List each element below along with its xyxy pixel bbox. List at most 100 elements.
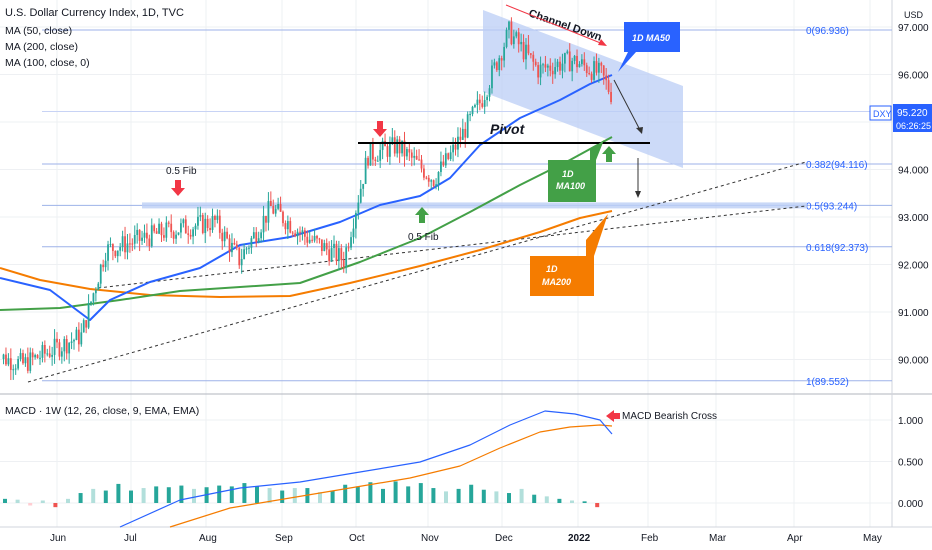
- candle-up: [466, 114, 469, 138]
- candle-up: [296, 231, 299, 237]
- candle-down: [170, 223, 173, 233]
- candle-down: [544, 64, 547, 68]
- candle-up: [520, 41, 523, 45]
- candle-up: [561, 63, 564, 71]
- candle-down: [235, 244, 238, 248]
- candle-up: [389, 142, 391, 157]
- ma100-callout-text-1: 1D: [562, 169, 574, 179]
- last-price-text: 95.220: [897, 108, 928, 119]
- candle-down: [605, 75, 608, 81]
- indicator-ma200-label[interactable]: MA (200, close): [5, 41, 78, 53]
- ma100-callout: [548, 140, 604, 202]
- candle-down: [155, 231, 158, 234]
- candle-down: [320, 239, 323, 252]
- candle-down: [9, 358, 12, 370]
- macd-line[interactable]: [119, 410, 613, 528]
- candle-up: [82, 320, 85, 333]
- candle-up: [99, 264, 102, 284]
- candle-down: [527, 44, 530, 54]
- time-axis-tick: Dec: [495, 533, 513, 544]
- candle-up: [250, 238, 253, 248]
- candle-up: [180, 223, 182, 233]
- candle-up: [68, 342, 71, 354]
- ma50-line[interactable]: [0, 74, 613, 321]
- macd-indicator-label[interactable]: MACD · 1W (12, 26, close, 9, EMA, EMA): [5, 405, 200, 417]
- candle-up: [452, 144, 454, 153]
- macd-hist-bar: [229, 486, 234, 503]
- candle-down: [77, 329, 80, 345]
- candle-up: [525, 44, 527, 60]
- candle-up: [512, 36, 515, 45]
- price-axis-tick: 97.000: [898, 23, 929, 34]
- macd-axis-tick: 1.000: [898, 416, 923, 427]
- candle-down: [576, 55, 578, 68]
- candle-down: [284, 223, 287, 230]
- macd-hist-bar: [192, 488, 196, 503]
- candle-up: [593, 61, 595, 80]
- candle-down: [447, 153, 450, 160]
- candle-down: [221, 232, 224, 242]
- ma100-line[interactable]: [0, 136, 613, 311]
- candle-down: [602, 65, 605, 76]
- candle-down: [427, 177, 430, 182]
- candle-down: [167, 222, 170, 224]
- macd-hist-bar: [53, 503, 58, 508]
- candle-up: [476, 99, 479, 105]
- red-down-arrow-oct: [373, 121, 387, 137]
- time-axis-tick: Mar: [709, 533, 727, 544]
- candle-down: [22, 353, 24, 364]
- ma200-line[interactable]: [0, 210, 613, 298]
- candle-down: [269, 200, 272, 207]
- candle-up: [286, 221, 289, 230]
- candle-up: [257, 238, 260, 243]
- red-down-arrow-aug: [171, 180, 185, 196]
- candle-down: [415, 155, 418, 160]
- indicator-ma50-label[interactable]: MA (50, close): [5, 25, 73, 37]
- macd-signal-line[interactable]: [169, 424, 613, 528]
- price-axis-tick: 96.000: [898, 71, 929, 82]
- candle-down: [184, 219, 187, 234]
- candle-down: [272, 206, 275, 214]
- candle-up: [211, 216, 214, 230]
- candle-up: [449, 152, 452, 160]
- candle-up: [488, 88, 491, 97]
- candle-down: [31, 352, 34, 358]
- candle-up: [542, 64, 544, 66]
- candle-down: [408, 149, 411, 153]
- trendline-upper[interactable]: [97, 205, 807, 289]
- macd-hist-bar: [179, 485, 184, 503]
- macd-hist-bar: [40, 500, 45, 503]
- candle-up: [223, 231, 226, 242]
- candle-up: [252, 232, 255, 239]
- candle-up: [556, 61, 559, 68]
- macd-hist-bar: [431, 488, 436, 503]
- candle-up: [337, 248, 340, 262]
- trendline-lower[interactable]: [27, 161, 807, 383]
- macd-hist-bar: [154, 486, 159, 503]
- candle-down: [124, 236, 126, 253]
- macd-cross-arrow: [606, 410, 620, 422]
- macd-axis-tick: 0.000: [898, 499, 923, 510]
- candle-down: [316, 235, 318, 239]
- candle-up: [92, 293, 95, 302]
- candle-down: [131, 243, 134, 245]
- candle-up: [197, 216, 199, 226]
- time-axis-tick: Jun: [50, 533, 66, 544]
- time-axis-tick: Nov: [421, 533, 439, 544]
- macd-hist-bar: [444, 491, 448, 503]
- channel-down-zone[interactable]: [483, 10, 683, 168]
- candle-up: [94, 290, 97, 294]
- candle-down: [432, 180, 435, 186]
- candle-up: [359, 188, 362, 203]
- candle-down: [65, 338, 68, 354]
- indicator-ma100-label[interactable]: MA (100, close, 0): [5, 57, 90, 69]
- macd-hist-bar: [318, 492, 322, 503]
- candle-up: [14, 368, 17, 370]
- candle-up: [357, 202, 360, 213]
- time-axis-tick: 2022: [568, 533, 591, 544]
- candle-down: [306, 236, 309, 243]
- candle-down: [146, 232, 148, 239]
- candle-up: [53, 338, 56, 355]
- candle-down: [255, 232, 258, 243]
